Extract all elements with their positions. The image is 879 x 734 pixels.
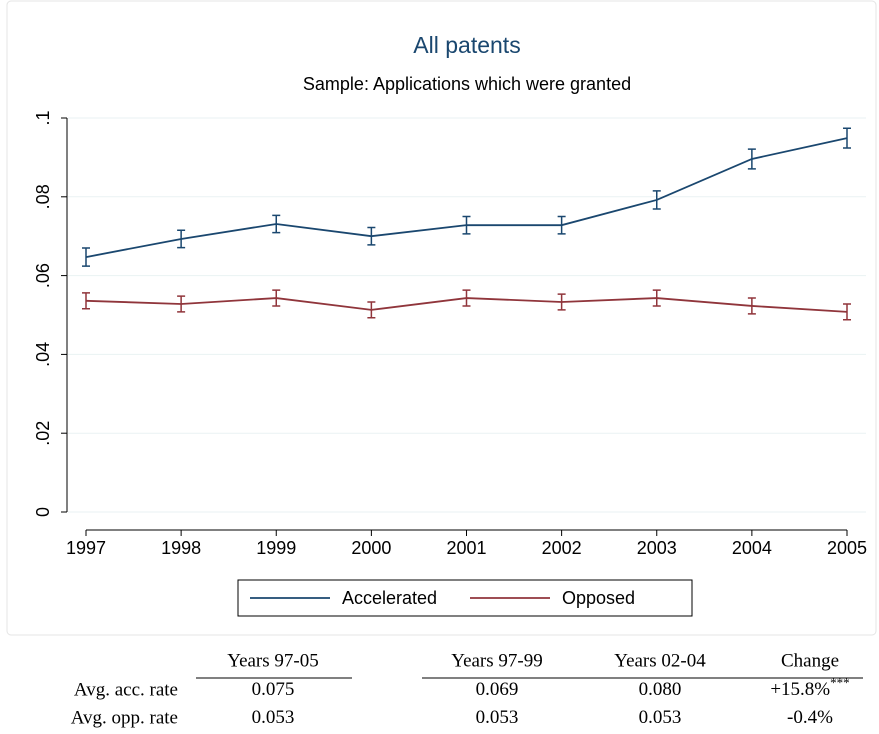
error-bar [177,295,186,313]
error-bar [557,215,566,235]
x-tick-label: 2000 [351,538,391,558]
x-tick-label: 2004 [732,538,772,558]
error-bar [462,215,471,235]
error-bar [82,292,90,310]
error-bar [462,289,471,307]
significance: *** [830,675,850,690]
y-tick-label: .04 [33,342,53,367]
error-bar [272,289,281,307]
x-tick-label: 1999 [256,538,296,558]
error-bar [652,289,661,307]
x-tick-label: 2001 [446,538,486,558]
cell-value: 0.080 [639,679,682,700]
table-cell: 0.053 [639,707,682,728]
error-bar [652,190,661,210]
cell-value: 0.053 [252,707,295,728]
error-bar [272,214,281,234]
table-cell: 0.053 [476,707,519,728]
y-tick-label: .02 [33,421,53,446]
error-bar [843,303,851,321]
error-bar [177,229,186,249]
error-bar [557,293,566,311]
y-tick-label: .1 [33,110,53,125]
cell-value: -0.4% [787,707,833,728]
row-label: Avg. opp. rate [71,707,178,728]
table-header: Years 97-05 [227,650,318,671]
table-cell: -0.4% [787,707,833,728]
error-bar [843,127,851,149]
chart-title: All patents [413,32,520,58]
chart-subtitle: Sample: Applications which were granted [303,74,631,94]
legend-label: Opposed [562,588,635,608]
table-cell: +15.8%*** [770,675,849,700]
error-bar [747,148,756,170]
cell-value: 0.053 [476,707,519,728]
cell-value: 0.075 [252,679,295,700]
cell-value: 0.069 [476,679,519,700]
table-header: Change [781,650,839,671]
error-bar [82,247,90,267]
graph-region [6,0,877,636]
y-tick-label: .08 [33,184,53,209]
table-cell: 0.053 [252,707,295,728]
y-tick-label: 0 [33,507,53,517]
row-label: Avg. acc. rate [74,679,178,700]
error-bar [367,226,376,246]
cell-value: +15.8% [770,679,830,700]
error-bar [367,301,376,319]
x-tick-label: 2005 [827,538,867,558]
table-header: Years 02-04 [614,650,706,671]
table-header: Years 97-99 [451,650,542,671]
table-cell: 0.080 [639,679,682,700]
cell-value: 0.053 [639,707,682,728]
y-tick-label: .06 [33,263,53,288]
error-bar [747,297,756,315]
x-tick-label: 2003 [637,538,677,558]
legend-label: Accelerated [342,588,437,608]
x-tick-label: 2002 [542,538,582,558]
x-tick-label: 1997 [66,538,106,558]
x-tick-label: 1998 [161,538,201,558]
table-cell: 0.069 [476,679,519,700]
table-cell: 0.075 [252,679,295,700]
